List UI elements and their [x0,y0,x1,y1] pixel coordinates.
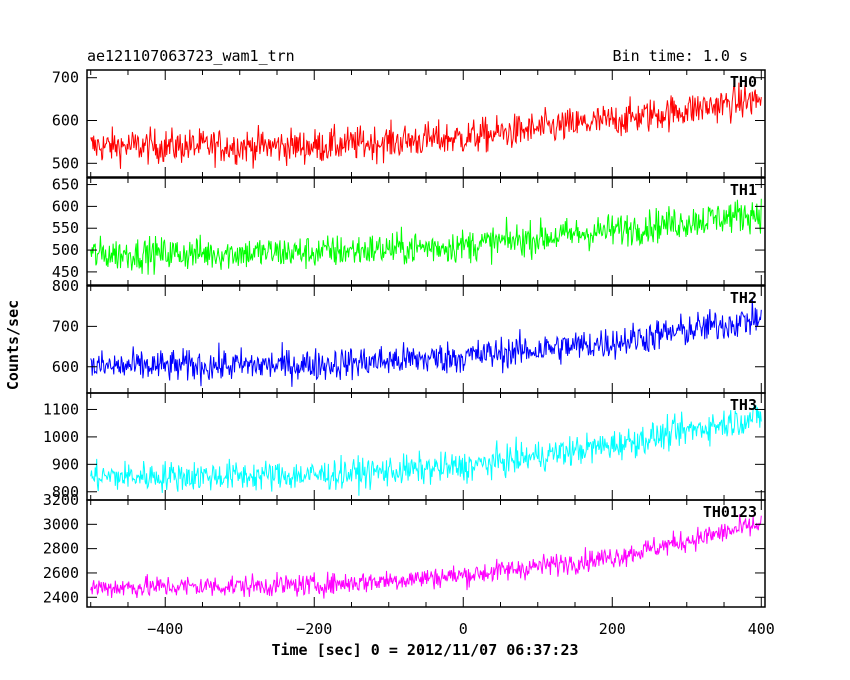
y-tick-label: 700 [52,69,79,87]
panel-frame [86,177,766,286]
y-tick-label: 600 [52,112,79,130]
series-line-th1 [90,198,762,275]
series-line-th2 [90,298,762,387]
panel-th3: 800 900 1000 1100 TH3 [43,392,766,501]
panel-th2: 600 700 800 TH2 [52,277,766,394]
series-line-th0123 [90,514,762,599]
x-tick-label: −200 [296,620,332,638]
panel-label-th2: TH2 [730,289,757,307]
x-tick-label: −400 [147,620,183,638]
y-tick-label: 2800 [43,540,79,558]
y-tick-label: 2400 [43,588,79,606]
y-tick-label: 450 [52,263,79,281]
panel-th1: 450 500 550 600 650 TH1 [52,176,766,286]
series-line-th3 [90,405,762,496]
panel-label-th3: TH3 [730,396,757,414]
panel-th0123: 2400 2600 2800 3000 3200 TH0123 [43,491,766,608]
bin-time-label: Bin time: 1.0 s [613,47,748,65]
y-tick-label: 3000 [43,515,79,533]
x-axis: −400 −200 0 200 400 [147,620,775,638]
y-tick-label: 650 [52,176,79,194]
y-tick-label: 700 [52,317,79,335]
panel-label-th0123: TH0123 [703,503,757,521]
y-tick-label: 500 [52,241,79,259]
y-tick-label: 800 [52,483,79,501]
panel-frame [86,285,766,394]
panel-th0: 500 600 700 TH0 [52,69,766,178]
x-tick-label: 400 [748,620,775,638]
y-tick-label: 1000 [43,428,79,446]
series-line-th0 [90,82,762,169]
panel-frame [86,499,766,608]
y-axis-title: Counts/sec [4,300,22,390]
chart-title: ae121107063723_wam1_trn [87,47,295,65]
x-tick-label: 0 [459,620,468,638]
panels-group: 500 600 700 TH0 450 500 550 600 650 TH1 600 700 800 T… [43,69,766,608]
x-axis-title: Time [sec] 0 = 2012/11/07 06:37:23 [271,641,578,659]
y-tick-label: 600 [52,358,79,376]
y-tick-label: 500 [52,154,79,172]
panel-label-th0: TH0 [730,73,757,91]
y-tick-label: 3200 [43,491,79,509]
y-tick-label: 2600 [43,564,79,582]
y-tick-label: 900 [52,455,79,473]
panel-label-th1: TH1 [730,181,757,199]
y-tick-label: 550 [52,219,79,237]
x-tick-label: 200 [599,620,626,638]
panel-frame [86,69,766,178]
y-tick-label: 600 [52,197,79,215]
y-tick-label: 800 [52,277,79,295]
y-tick-label: 1100 [43,400,79,418]
